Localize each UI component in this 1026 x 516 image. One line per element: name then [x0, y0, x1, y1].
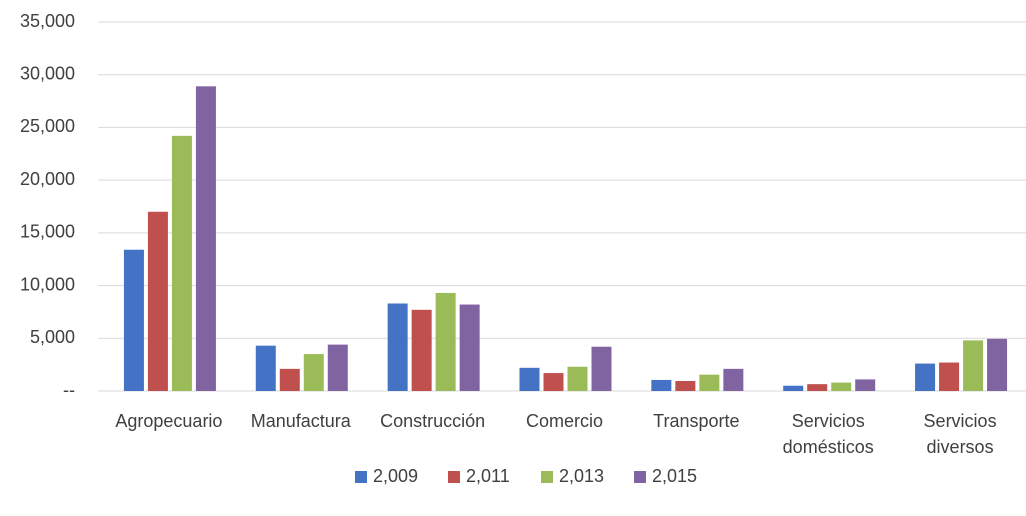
bar	[195, 86, 216, 391]
bar	[459, 304, 480, 391]
bar	[807, 384, 828, 391]
legend-label: 2,011	[466, 466, 510, 486]
bar	[411, 309, 432, 391]
bar	[675, 380, 696, 391]
y-tick-label: --	[63, 380, 75, 400]
bar	[147, 211, 168, 391]
y-tick-label: 10,000	[20, 274, 75, 294]
y-tick-label: 5,000	[30, 327, 75, 347]
bar	[543, 373, 564, 391]
bar	[255, 345, 276, 391]
bar	[831, 382, 852, 391]
x-tick-label: Manufactura	[250, 411, 351, 431]
bar	[591, 346, 612, 391]
bar	[171, 135, 192, 391]
bar	[519, 367, 540, 391]
bar	[855, 379, 876, 391]
x-tick-label: Agropecuario	[115, 411, 223, 431]
y-tick-label: 30,000	[20, 63, 75, 83]
legend-label: 2,015	[652, 466, 697, 486]
x-tick-label: Transporte	[653, 411, 740, 431]
bar	[303, 354, 324, 391]
legend-label: 2,013	[559, 466, 604, 486]
bar	[987, 338, 1008, 391]
legend-label: 2,009	[373, 466, 418, 486]
bar	[651, 379, 672, 391]
bar	[567, 366, 588, 391]
bar	[435, 292, 456, 391]
legend-swatch	[448, 471, 460, 483]
bar	[723, 368, 744, 391]
x-tick-label: Servicios diversos	[923, 411, 997, 457]
bar	[783, 385, 804, 391]
legend-swatch	[355, 471, 367, 483]
bar	[327, 344, 348, 391]
bar	[915, 363, 936, 391]
bar	[279, 368, 300, 391]
y-tick-label: 25,000	[20, 116, 75, 136]
y-tick-label: 20,000	[20, 169, 75, 189]
legend-swatch	[541, 471, 553, 483]
bar	[699, 374, 720, 391]
x-tick-label: Comercio	[525, 411, 603, 431]
x-tick-label: Construcción	[380, 411, 486, 431]
legend-swatch	[634, 471, 646, 483]
bar	[387, 303, 408, 391]
y-tick-label: 15,000	[20, 222, 75, 242]
bar	[963, 340, 984, 391]
y-tick-label: 35,000	[20, 11, 75, 31]
x-tick-label: Servicios domésticos	[782, 411, 874, 457]
bar	[123, 249, 144, 391]
bar	[939, 362, 960, 391]
